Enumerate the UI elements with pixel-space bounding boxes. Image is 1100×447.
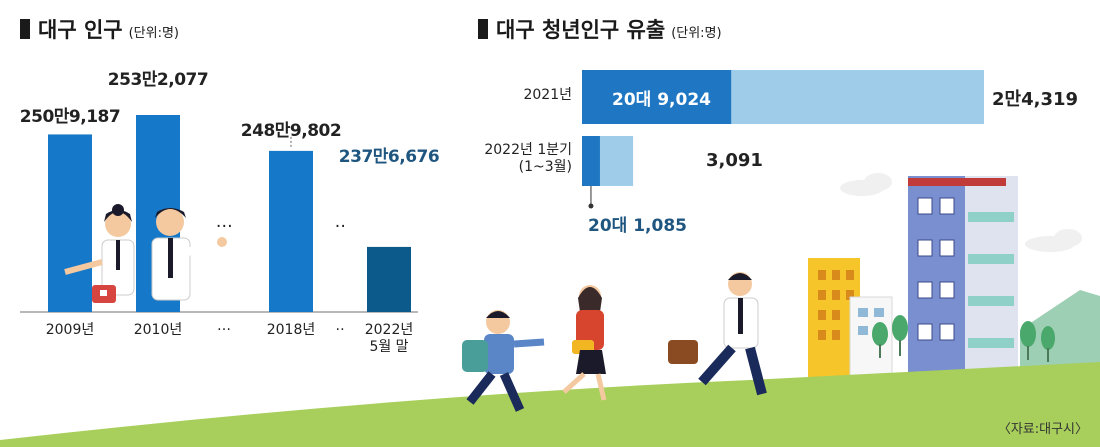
hill: [1020, 290, 1100, 380]
header-marker: [20, 19, 30, 39]
y-tick-2021: 2021년: [523, 87, 572, 103]
segment-label-2021: 20대 9,024: [612, 90, 711, 110]
y-tick-2022q1: 2022년 1분기 (1~3월): [484, 142, 572, 175]
right-title-text: 대구 청년인구 유출: [496, 18, 666, 42]
apartment-building: [908, 176, 1018, 376]
header-marker: [478, 19, 488, 39]
x-tick-2009: 2009년: [45, 322, 95, 338]
segment-label-2022q1: 20대 1,085: [588, 216, 687, 236]
total-label-2022q1: 3,091: [706, 150, 763, 171]
right-chart-title: 대구 청년인구 유출 (단위:명): [496, 14, 722, 44]
x-tick-2018: 2018년: [266, 322, 316, 338]
cloud-icon: [840, 173, 1082, 252]
bar-20s-0: [582, 70, 732, 124]
x-tick-2010: 2010년: [133, 322, 183, 338]
students-illustration: [64, 204, 227, 303]
value-label-2009: 250만9,187: [19, 107, 121, 127]
bar-0: [48, 134, 92, 312]
runners-illustration: [462, 272, 767, 412]
value-label-2010: 253만2,077: [107, 70, 209, 90]
total-label-2021: 2만4,319: [992, 89, 1079, 110]
ground: [0, 362, 1100, 447]
bar-3: [269, 150, 313, 312]
bar-5: [367, 246, 411, 312]
source-note: 〈자료:대구시〉: [997, 422, 1088, 437]
leader-dot-2022q1: [588, 203, 594, 209]
ellipsis-mark-1: …: [215, 212, 233, 232]
tree-icon: [872, 315, 1055, 362]
ellipsis-mark-2: ‥: [334, 212, 346, 232]
left-unit: (단위:명): [128, 26, 179, 41]
x-tick-ellipsis-2: ‥: [335, 318, 345, 334]
x-tick-2022: 2022년 5월 말: [364, 322, 414, 355]
left-chart-title: 대구 인구 (단위:명): [38, 14, 179, 44]
bar-20s-1: [582, 136, 600, 186]
x-tick-ellipsis-1: …: [217, 318, 231, 334]
left-title-text: 대구 인구: [38, 18, 123, 42]
yellow-building: [808, 258, 860, 378]
right-unit: (단위:명): [671, 26, 722, 41]
value-label-2018: 248만9,802: [240, 121, 342, 141]
value-label-2022: 237만6,676: [338, 147, 440, 167]
